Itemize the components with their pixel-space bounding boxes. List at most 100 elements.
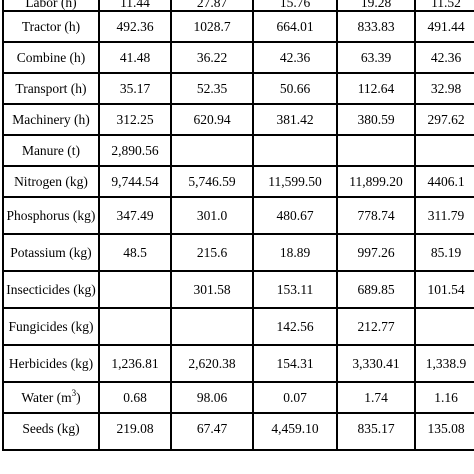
table-cell: 215.6 xyxy=(170,233,254,272)
row-label: Herbicides (kg) xyxy=(2,344,100,383)
row-label: Combine (h) xyxy=(2,41,100,74)
row-label-tail: ) xyxy=(76,390,81,405)
table-cell xyxy=(98,307,172,346)
table-cell: 154.31 xyxy=(252,344,338,383)
table-cell: 153.11 xyxy=(252,270,338,309)
table-cell: 98.06 xyxy=(170,381,254,414)
row-label: Nitrogen (kg) xyxy=(2,165,100,198)
table-cell: 491.44 xyxy=(414,10,474,43)
table-cell xyxy=(170,307,254,346)
table-cell: 32.98 xyxy=(414,72,474,105)
table-cell: 833.83 xyxy=(336,10,416,43)
row-label: Fungicides (kg) xyxy=(2,307,100,346)
table-cell: 5,746.59 xyxy=(170,165,254,198)
row-label: Machinery (h) xyxy=(2,103,100,136)
table-cell: 301.58 xyxy=(170,270,254,309)
table-cell: 1,236.81 xyxy=(98,344,172,383)
table-cell: 2,620.38 xyxy=(170,344,254,383)
table-row: Water (m3) 0.68 98.06 0.07 1.74 1.16 xyxy=(2,381,474,414)
table-cell: 4406.1 xyxy=(414,165,474,198)
table-cell: 15.76 xyxy=(252,0,338,12)
row-label: Manure (t) xyxy=(2,134,100,167)
table-cell: 3,330.41 xyxy=(336,344,416,383)
table-cell: 620.94 xyxy=(170,103,254,136)
table-cell: 101.54 xyxy=(414,270,474,309)
table-row: Phosphorus (kg) 347.49 301.0 480.67 778.… xyxy=(2,196,474,235)
table-cell: 4,459.10 xyxy=(252,412,338,451)
table-cell: 480.67 xyxy=(252,196,338,235)
table-cell xyxy=(414,307,474,346)
table-cell: 664.01 xyxy=(252,10,338,43)
table-row: Fungicides (kg) 142.56 212.77 xyxy=(2,307,474,346)
table-cell: 347.49 xyxy=(98,196,172,235)
table-cell: 50.66 xyxy=(252,72,338,105)
table-cell: 380.59 xyxy=(336,103,416,136)
table-row: Seeds (kg) 219.08 67.47 4,459.10 835.17 … xyxy=(2,412,474,451)
table-row: Tractor (h) 492.36 1028.7 664.01 833.83 … xyxy=(2,10,474,43)
table-cell: 112.64 xyxy=(336,72,416,105)
row-label-superscript: 3 xyxy=(71,388,77,398)
table-cell: 2,890.56 xyxy=(98,134,172,167)
table-row: Nitrogen (kg) 9,744.54 5,746.59 11,599.5… xyxy=(2,165,474,198)
row-label: Water (m3) xyxy=(2,381,100,414)
table-cell: 11.52 xyxy=(414,0,474,12)
table-cell: 9,744.54 xyxy=(98,165,172,198)
row-label: Potassium (kg) xyxy=(2,233,100,272)
table-row: Transport (h) 35.17 52.35 50.66 112.64 3… xyxy=(2,72,474,105)
table-cell: 67.47 xyxy=(170,412,254,451)
table-cell xyxy=(170,134,254,167)
table-cell: 63.39 xyxy=(336,41,416,74)
table-row: Combine (h) 41.48 36.22 42.36 63.39 42.3… xyxy=(2,41,474,74)
table-cell: 11,599.50 xyxy=(252,165,338,198)
table-cell xyxy=(252,134,338,167)
table-cell: 11.44 xyxy=(98,0,172,12)
row-label: Seeds (kg) xyxy=(2,412,100,451)
table-row: Insecticides (kg) 301.58 153.11 689.85 1… xyxy=(2,270,474,309)
table-cell: 212.77 xyxy=(336,307,416,346)
table-cell: 997.26 xyxy=(336,233,416,272)
table-row: Herbicides (kg) 1,236.81 2,620.38 154.31… xyxy=(2,344,474,383)
table-cell: 48.5 xyxy=(98,233,172,272)
table-cell: 27.87 xyxy=(170,0,254,12)
table-cell: 85.19 xyxy=(414,233,474,272)
table-cell: 381.42 xyxy=(252,103,338,136)
row-label: Insecticides (kg) xyxy=(2,270,100,309)
table-cell: 42.36 xyxy=(414,41,474,74)
table-row: Machinery (h) 312.25 620.94 381.42 380.5… xyxy=(2,103,474,136)
resource-inputs-table: Labor (h) 11.44 27.87 15.76 19.28 11.52 … xyxy=(2,0,474,451)
table-cell: 1.74 xyxy=(336,381,416,414)
table-cell: 18.89 xyxy=(252,233,338,272)
table-cell: 19.28 xyxy=(336,0,416,12)
table-cell: 1.16 xyxy=(414,381,474,414)
table-row: Manure (t) 2,890.56 xyxy=(2,134,474,167)
row-label: Transport (h) xyxy=(2,72,100,105)
table-cell: 689.85 xyxy=(336,270,416,309)
row-label-main: Water (m xyxy=(21,390,72,405)
table-cell: 1028.7 xyxy=(170,10,254,43)
table-cell xyxy=(98,270,172,309)
table-row: Potassium (kg) 48.5 215.6 18.89 997.26 8… xyxy=(2,233,474,272)
table-cell: 311.79 xyxy=(414,196,474,235)
table-cell: 41.48 xyxy=(98,41,172,74)
table-cell xyxy=(336,134,416,167)
table-cell: 135.08 xyxy=(414,412,474,451)
row-label: Labor (h) xyxy=(2,0,100,12)
table-cell: 492.36 xyxy=(98,10,172,43)
table-cell: 0.68 xyxy=(98,381,172,414)
table-cell: 11,899.20 xyxy=(336,165,416,198)
table-cell: 219.08 xyxy=(98,412,172,451)
table-cell: 297.62 xyxy=(414,103,474,136)
table-cell: 778.74 xyxy=(336,196,416,235)
table-cell: 1,338.9 xyxy=(414,344,474,383)
table-cell: 52.35 xyxy=(170,72,254,105)
table-cell: 42.36 xyxy=(252,41,338,74)
table-cell: 835.17 xyxy=(336,412,416,451)
row-label: Phosphorus (kg) xyxy=(2,196,100,235)
table-row: Labor (h) 11.44 27.87 15.76 19.28 11.52 xyxy=(2,0,474,12)
table-cell: 301.0 xyxy=(170,196,254,235)
table-cell: 35.17 xyxy=(98,72,172,105)
row-label: Tractor (h) xyxy=(2,10,100,43)
table-cell xyxy=(414,134,474,167)
table-cell: 142.56 xyxy=(252,307,338,346)
